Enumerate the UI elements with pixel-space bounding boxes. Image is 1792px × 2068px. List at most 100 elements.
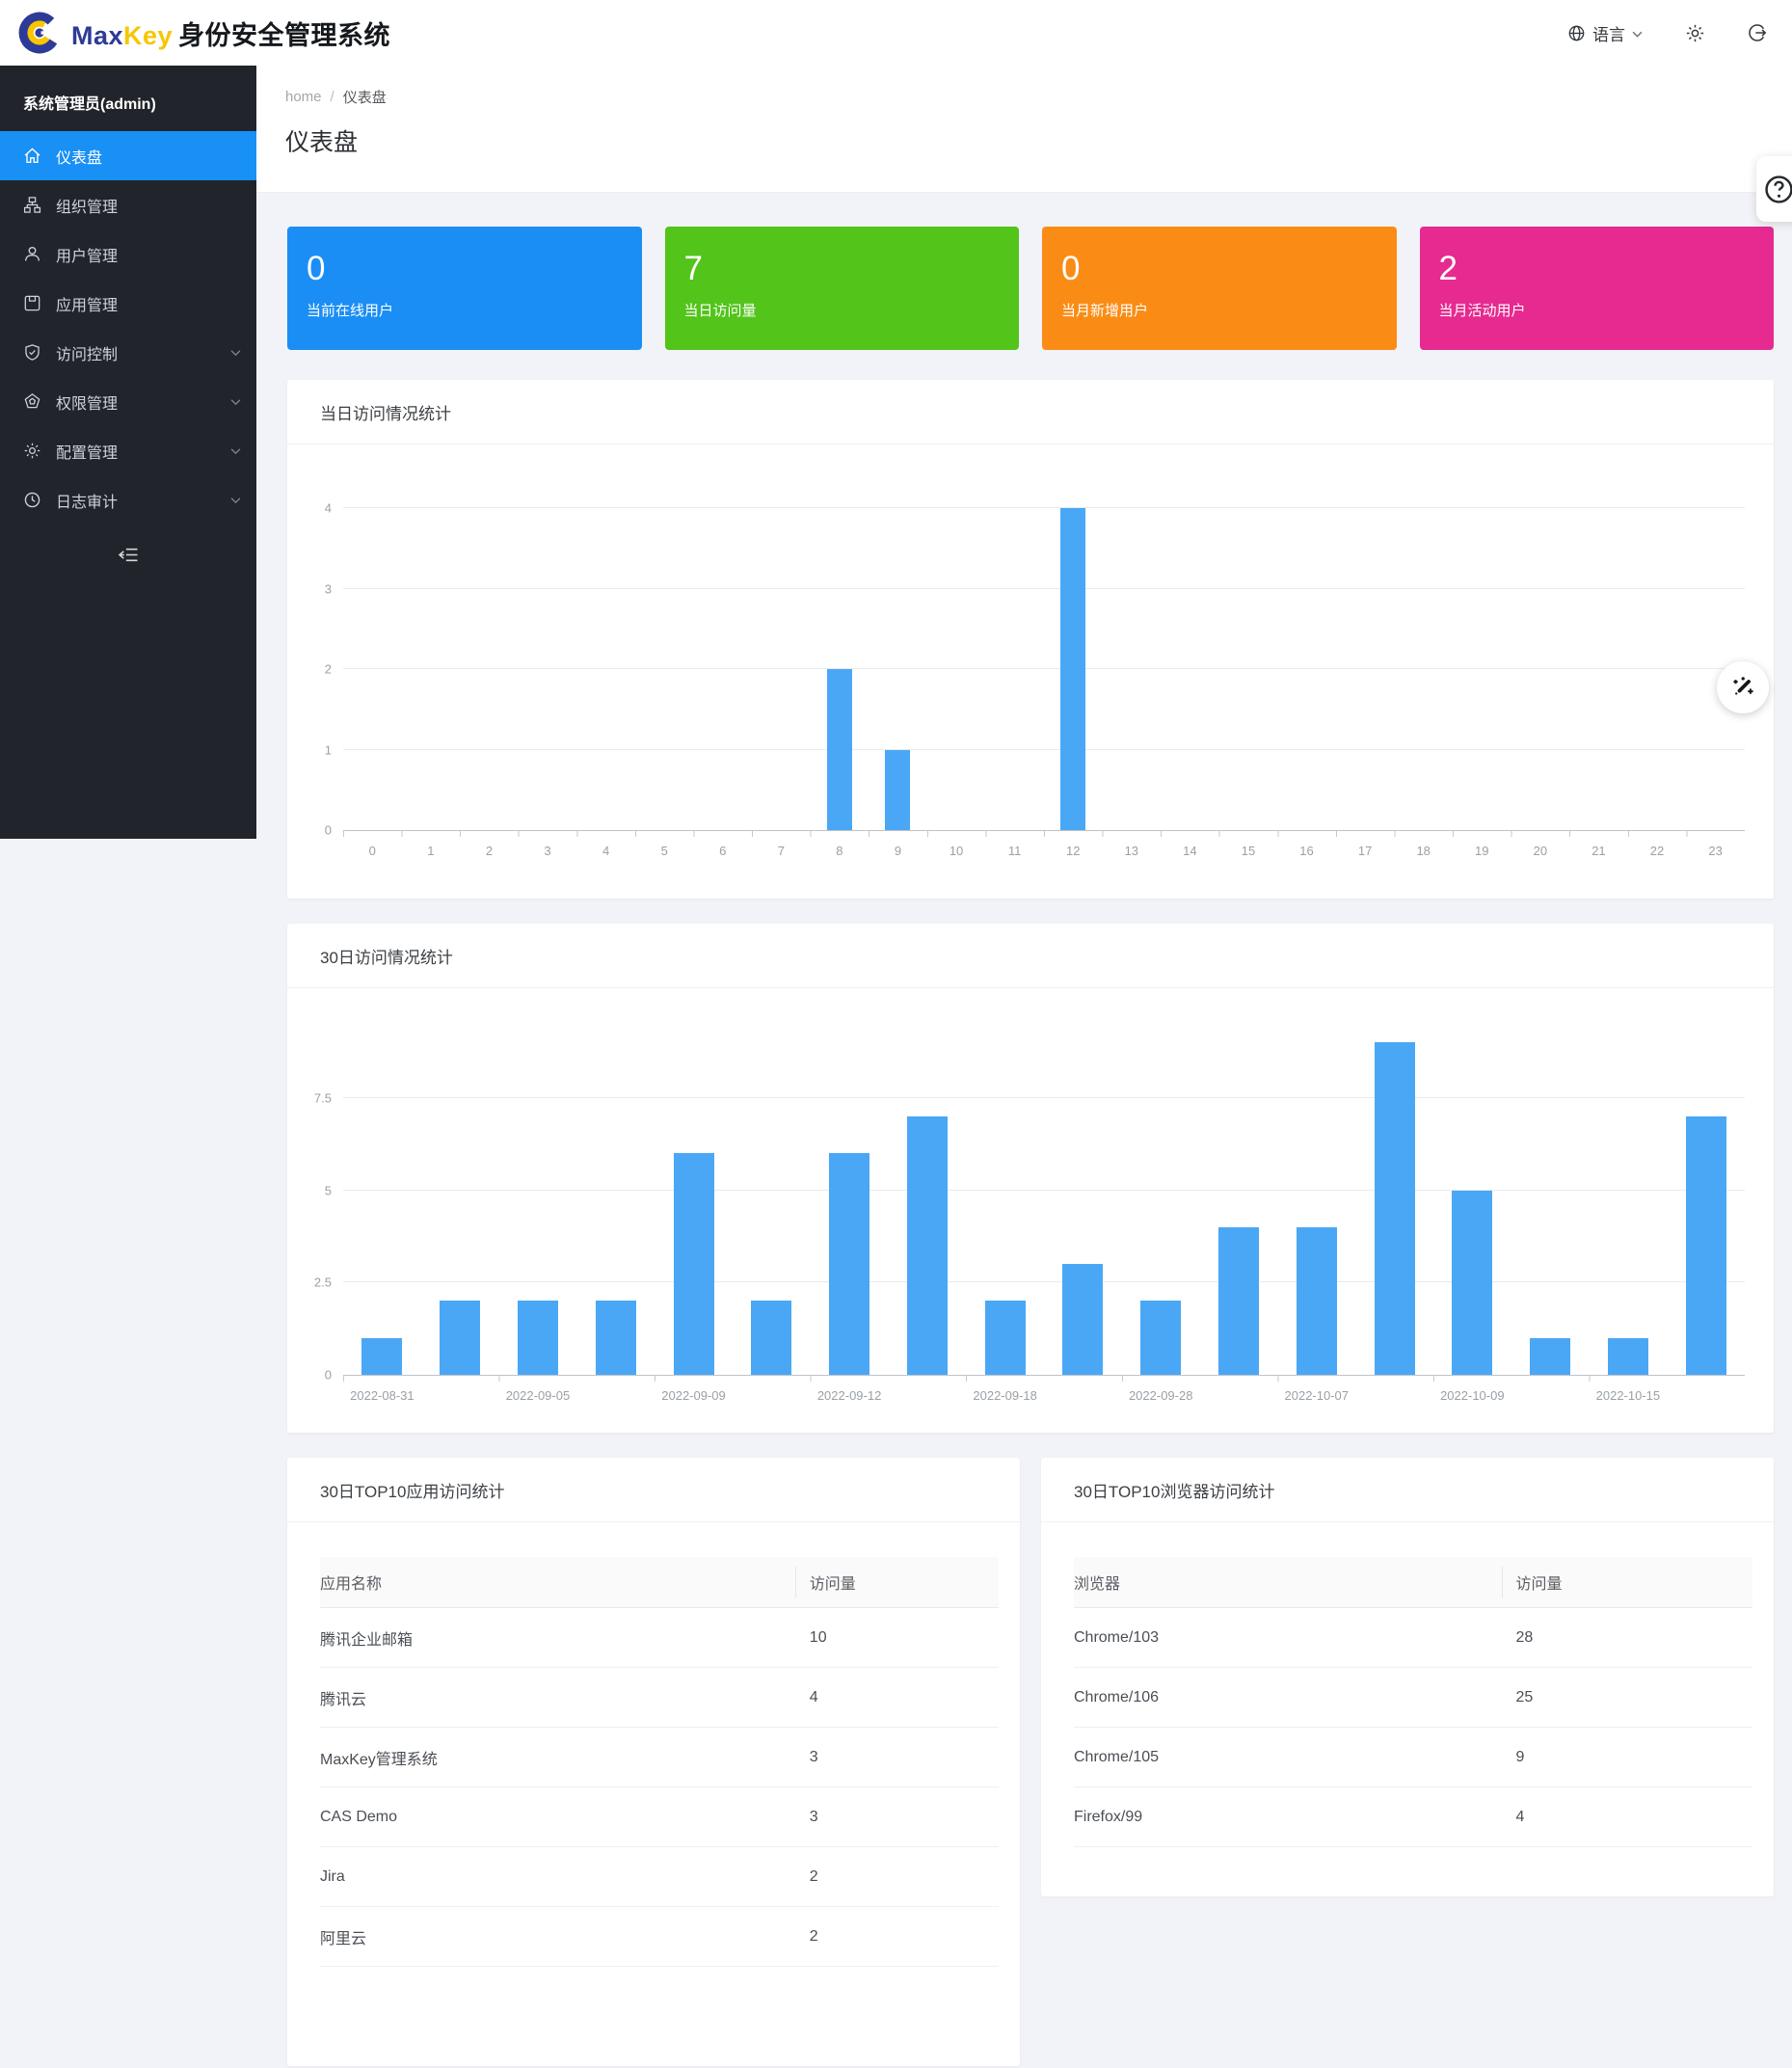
bar bbox=[440, 1301, 481, 1375]
bar-slot bbox=[1122, 1006, 1200, 1375]
x-axis-tick-label: 13 bbox=[1124, 844, 1139, 858]
bar-slot bbox=[1161, 508, 1219, 830]
table-cell-count: 3 bbox=[809, 1748, 818, 1765]
page-title: 仪表盘 bbox=[285, 129, 359, 156]
bar-slot bbox=[576, 1006, 655, 1375]
x-axis-tick-label bbox=[1667, 1388, 1745, 1403]
bar bbox=[361, 1337, 403, 1375]
table-row: Jira 2 bbox=[320, 1847, 999, 1907]
bar-slot bbox=[1336, 508, 1395, 830]
x-axis-ticks bbox=[343, 831, 1745, 837]
x-axis-tick-label bbox=[576, 1388, 655, 1403]
bar bbox=[1452, 1190, 1493, 1375]
language-label: 语言 bbox=[1592, 25, 1625, 44]
settings-gear-icon[interactable] bbox=[1685, 23, 1705, 43]
table-row: Chrome/105 9 bbox=[1074, 1728, 1752, 1787]
table-cell-count: 2 bbox=[809, 1867, 818, 1885]
bar-slot bbox=[1277, 508, 1336, 830]
bar-slot bbox=[402, 508, 461, 830]
help-button[interactable] bbox=[1756, 156, 1792, 222]
x-axis-tick-label: 8 bbox=[836, 844, 843, 858]
chevron-down-icon bbox=[230, 398, 241, 405]
table-cell-name: Chrome/105 bbox=[1074, 1748, 1160, 1765]
x-axis-tick-label: 11 bbox=[1007, 844, 1022, 858]
x-axis-tick-label: 2022-10-15 bbox=[1595, 1388, 1661, 1403]
table-cell-name: MaxKey管理系统 bbox=[320, 1751, 438, 1768]
table-row: CAS Demo 3 bbox=[320, 1787, 999, 1847]
stat-card-2: 0 当月新增用户 bbox=[1042, 227, 1397, 350]
sidebar: 系统管理员(admin) 仪表盘 组织管理 用户管理 应用管理 访问控制 权限管理 配置管理… bbox=[0, 66, 256, 839]
sidebar-item-audit[interactable]: 日志审计 bbox=[0, 475, 256, 524]
bars-layer bbox=[343, 508, 1745, 830]
bar-slot bbox=[343, 508, 402, 830]
header-actions: 语言 bbox=[1567, 21, 1767, 45]
org-icon bbox=[23, 196, 41, 214]
x-axis-tick-label: 12 bbox=[1065, 844, 1081, 858]
gridline bbox=[343, 1096, 1745, 1098]
bar bbox=[673, 1153, 714, 1375]
magic-wand-icon bbox=[1733, 677, 1753, 695]
stat-card-label: 当前在线用户 bbox=[307, 303, 394, 319]
bar-slot bbox=[888, 1006, 966, 1375]
x-axis-tick-label bbox=[733, 1388, 811, 1403]
user-icon bbox=[23, 245, 41, 263]
table-cell-count: 28 bbox=[1515, 1628, 1534, 1646]
brand: MaxKey 身份安全管理系统 bbox=[17, 11, 390, 55]
bar-slot bbox=[635, 508, 694, 830]
chevron-down-icon bbox=[230, 447, 241, 454]
bar-slot bbox=[576, 508, 635, 830]
logout-icon[interactable] bbox=[1748, 23, 1767, 42]
breadcrumb-home-link[interactable]: home bbox=[285, 89, 322, 105]
bar-slot bbox=[693, 508, 752, 830]
table-header-count: 访问量 bbox=[794, 1567, 999, 1598]
bar-slot bbox=[1453, 508, 1511, 830]
table-header-name: 浏览器 bbox=[1074, 1576, 1121, 1593]
table-cell-name: Firefox/99 bbox=[1074, 1808, 1143, 1825]
chevron-down-icon bbox=[230, 497, 241, 503]
bar-slot bbox=[1103, 508, 1162, 830]
bar bbox=[885, 749, 911, 830]
sidebar-item-apps[interactable]: 应用管理 bbox=[0, 279, 256, 328]
stat-card-value: 0 bbox=[1061, 250, 1081, 287]
x-axis-tick-label: 0 bbox=[368, 844, 376, 858]
x-axis-tick-label: 16 bbox=[1299, 844, 1314, 858]
page-header: home / 仪表盘 仪表盘 bbox=[256, 66, 1792, 193]
language-menu[interactable]: 语言 bbox=[1567, 21, 1643, 45]
y-axis-tick-label: 0 bbox=[324, 822, 332, 838]
bar-slot bbox=[421, 1006, 499, 1375]
sidebar-item-config[interactable]: 配置管理 bbox=[0, 426, 256, 475]
stat-card-value: 0 bbox=[307, 250, 326, 287]
table-header-count: 访问量 bbox=[1501, 1567, 1752, 1598]
magic-wand-button[interactable] bbox=[1717, 661, 1769, 713]
x-axis-tick-label: 2022-09-18 bbox=[973, 1388, 1037, 1403]
bar-slot bbox=[966, 1006, 1044, 1375]
panel-top10-apps: 30日TOP10应用访问统计 应用名称 访问量 腾讯企业邮箱 10 腾讯云 4 MaxKey… bbox=[287, 1458, 1020, 2066]
sidebar-item-dashboard[interactable]: 仪表盘 bbox=[0, 131, 256, 180]
sidebar-collapse-button[interactable] bbox=[0, 546, 256, 564]
table-cell-name: 阿里云 bbox=[320, 1930, 367, 1947]
sidebar-item-users[interactable]: 用户管理 bbox=[0, 229, 256, 279]
bar-slot bbox=[1569, 508, 1628, 830]
table-cell-name: Jira bbox=[320, 1867, 345, 1885]
sidebar-item-org[interactable]: 组织管理 bbox=[0, 180, 256, 229]
x-axis-tick-label: 2022-08-31 bbox=[350, 1388, 415, 1403]
bar-slot bbox=[733, 1006, 811, 1375]
sidebar-item-label: 日志审计 bbox=[56, 494, 119, 511]
gridline bbox=[343, 507, 1745, 508]
bar bbox=[1607, 1337, 1648, 1375]
y-axis-tick-label: 2 bbox=[324, 661, 332, 677]
bar bbox=[1062, 1264, 1104, 1375]
bar bbox=[1217, 1226, 1259, 1375]
panel-title-30day: 30日访问情况统计 bbox=[287, 924, 1774, 988]
bar bbox=[595, 1301, 636, 1375]
gridline bbox=[343, 1281, 1745, 1283]
sidebar-item-access[interactable]: 访问控制 bbox=[0, 328, 256, 377]
breadcrumb: home / 仪表盘 bbox=[285, 87, 1792, 107]
bar bbox=[984, 1301, 1026, 1375]
sidebar-item-label: 用户管理 bbox=[56, 248, 119, 265]
table-cell-name: Chrome/106 bbox=[1074, 1688, 1160, 1705]
bar-slot bbox=[811, 508, 869, 830]
sidebar-item-perm[interactable]: 权限管理 bbox=[0, 377, 256, 426]
bar-slot bbox=[1667, 1006, 1745, 1375]
